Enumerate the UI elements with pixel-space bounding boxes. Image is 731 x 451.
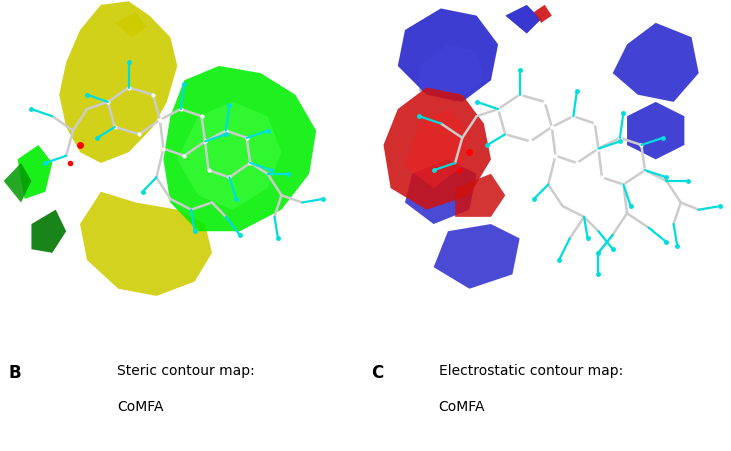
Text: B: B (9, 363, 21, 381)
Polygon shape (4, 164, 31, 203)
Polygon shape (420, 45, 484, 103)
Polygon shape (398, 9, 498, 103)
Text: C: C (371, 363, 384, 381)
Polygon shape (59, 2, 178, 164)
Polygon shape (405, 160, 477, 225)
Polygon shape (31, 210, 66, 253)
Text: CoMFA: CoMFA (439, 399, 485, 413)
Polygon shape (164, 67, 317, 232)
Polygon shape (534, 6, 552, 24)
Polygon shape (627, 103, 684, 160)
Polygon shape (613, 24, 699, 103)
Text: Steric contour map:: Steric contour map: (117, 363, 254, 377)
Text: Electrostatic contour map:: Electrostatic contour map: (439, 363, 623, 377)
Polygon shape (18, 146, 53, 199)
Polygon shape (505, 6, 541, 35)
Polygon shape (405, 110, 469, 189)
Polygon shape (433, 225, 520, 289)
Text: CoMFA: CoMFA (117, 399, 164, 413)
Polygon shape (384, 88, 491, 210)
Polygon shape (455, 175, 505, 217)
Polygon shape (115, 13, 146, 38)
Polygon shape (80, 192, 212, 296)
Polygon shape (178, 103, 281, 210)
